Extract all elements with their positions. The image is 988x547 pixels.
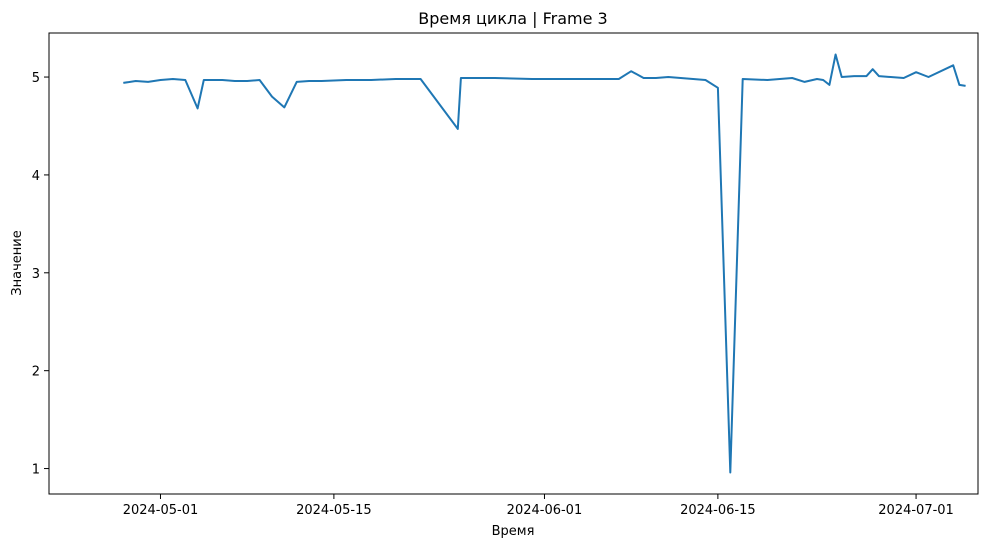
- x-tick-label: 2024-06-01: [507, 503, 583, 518]
- x-tick-label: 2024-05-15: [296, 503, 372, 518]
- x-tick-label: 2024-07-01: [878, 503, 954, 518]
- series-line: [123, 53, 966, 474]
- plot-area-frame: [48, 32, 979, 495]
- x-tick-label: 2024-06-15: [680, 503, 756, 518]
- chart-title: Время цикла | Frame 3: [418, 9, 607, 28]
- x-axis-ticks: 2024-05-01 2024-05-15 2024-06-01 2024-06-15…: [123, 494, 954, 518]
- y-tick-label: 1: [32, 463, 40, 478]
- y-tick-label: 4: [32, 169, 40, 184]
- y-tick-label: 3: [32, 267, 40, 282]
- x-tick-label: 2024-05-01: [123, 503, 199, 518]
- y-axis-ticks: 1 2 3 4 5: [32, 71, 49, 478]
- y-tick-label: 2: [32, 365, 40, 380]
- y-tick-label: 5: [32, 71, 40, 86]
- y-axis-label: Значение: [10, 230, 25, 295]
- x-axis-label: Время: [492, 524, 535, 539]
